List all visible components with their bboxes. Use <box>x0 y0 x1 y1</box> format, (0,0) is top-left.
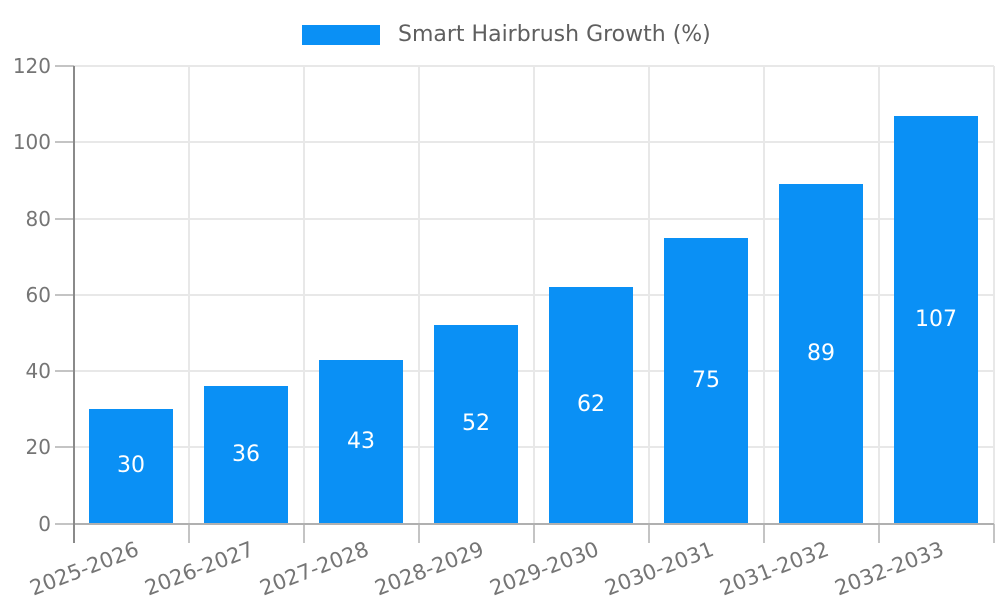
gridline-v <box>647 66 650 524</box>
bar: 107 <box>894 115 978 524</box>
bar: 30 <box>89 409 173 524</box>
x-tick-label: 2027-2028 <box>256 537 372 600</box>
y-tick-label: 0 <box>38 511 51 536</box>
y-axis-tick <box>54 370 74 372</box>
y-tick-label: 60 <box>25 282 51 307</box>
x-axis-tick <box>532 523 535 543</box>
y-tick-label: 20 <box>25 435 51 460</box>
y-axis-tick <box>54 522 74 525</box>
bar: 89 <box>779 184 863 524</box>
y-axis-tick <box>54 217 74 220</box>
y-tick-label: 40 <box>25 359 51 383</box>
x-axis-tick <box>187 523 190 543</box>
y-axis-tick <box>54 446 74 449</box>
bar-value-label: 52 <box>462 411 490 437</box>
gridline-v <box>302 66 305 524</box>
bar-value-label: 62 <box>577 392 605 418</box>
bar-value-label: 75 <box>692 367 720 393</box>
gridline-v <box>187 66 190 524</box>
gridline-v <box>762 66 765 524</box>
x-axis <box>73 522 994 525</box>
bar: 43 <box>319 359 403 524</box>
x-tick-label: 2032-2033 <box>831 537 947 600</box>
bar-value-label: 107 <box>915 306 957 332</box>
x-axis-tick <box>877 523 880 543</box>
bar-value-label: 43 <box>347 428 375 454</box>
x-tick-label: 2025-2026 <box>26 537 142 600</box>
gridline-v <box>877 66 880 524</box>
gridline-v <box>992 66 995 524</box>
x-axis-tick <box>417 523 420 543</box>
x-tick-label: 2030-2031 <box>601 537 717 600</box>
y-axis <box>72 66 75 543</box>
bar: 52 <box>434 325 518 524</box>
bar-value-label: 30 <box>117 453 145 479</box>
bar-value-label: 36 <box>232 441 260 467</box>
y-axis-tick <box>54 293 74 296</box>
x-axis-tick <box>302 523 305 543</box>
y-tick-label: 80 <box>25 206 51 231</box>
gridline-v <box>417 66 420 524</box>
y-axis-tick <box>54 141 74 144</box>
x-tick-label: 2028-2029 <box>371 537 487 600</box>
y-axis-tick <box>54 65 74 67</box>
x-axis-tick <box>647 523 650 543</box>
legend-swatch <box>302 24 380 45</box>
y-tick-label: 100 <box>12 130 51 155</box>
legend-label: Smart Hairbrush Growth (%) <box>398 22 711 47</box>
bar: 36 <box>204 386 288 524</box>
x-axis-tick <box>762 523 765 543</box>
gridline-v <box>532 66 535 524</box>
legend: Smart Hairbrush Growth (%) <box>302 22 711 47</box>
bar-value-label: 89 <box>807 340 835 366</box>
bar: 62 <box>549 287 633 524</box>
x-tick-label: 2031-2032 <box>716 537 832 600</box>
x-axis-tick <box>992 523 995 543</box>
y-tick-label: 120 <box>12 54 51 78</box>
bar: 75 <box>664 237 748 524</box>
x-tick-label: 2029-2030 <box>486 537 602 600</box>
x-tick-label: 2026-2027 <box>141 537 257 600</box>
